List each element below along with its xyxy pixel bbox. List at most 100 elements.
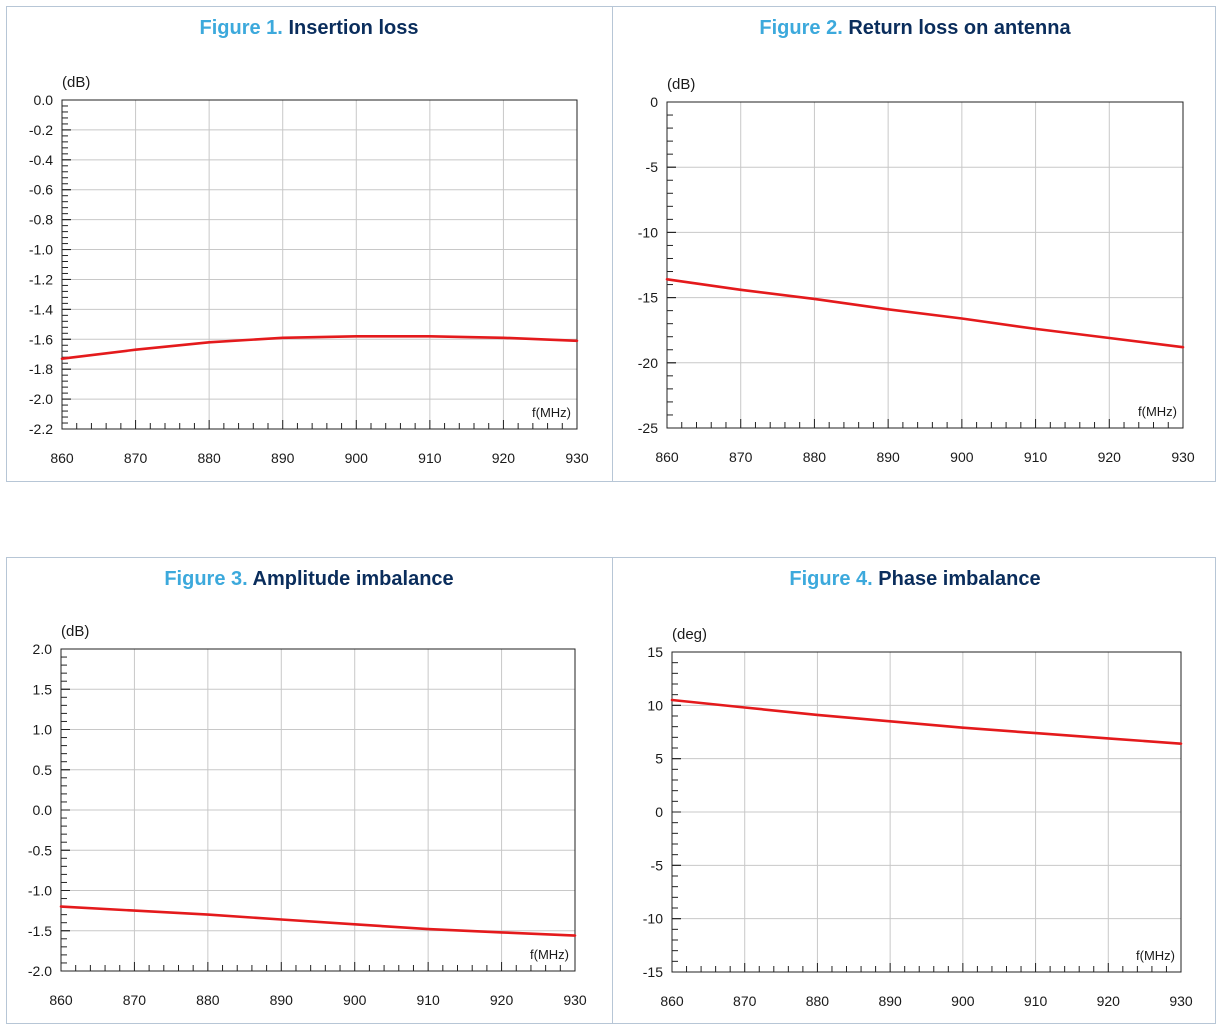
figure-1-plot-frame	[61, 99, 578, 430]
figure-1-y-tick-label: -2.2	[29, 421, 53, 437]
top-figure-row: Figure 1. Insertion loss 860 870 880 890 900…	[6, 6, 1216, 482]
figure-4-x-tick-label: 920	[1097, 993, 1121, 1009]
figure-3-panel: Figure 3. Amplitude imbalance 860 870 880 8…	[7, 558, 611, 1023]
figure-2-x-tick-label: 870	[729, 449, 753, 465]
figure-3-chart: 860 870 880 890 900 910 920 930 2.0 1.5 1.0 0.5 0.0 -…	[28, 623, 587, 1008]
figure-2-x-tick-label: 890	[876, 449, 900, 465]
figure-4-x-tick-label: 900	[951, 993, 975, 1009]
figure-2-panel: Figure 2. Return loss on antenna 860 870 8…	[613, 7, 1217, 481]
figure-3-x-tick-label: 920	[490, 992, 514, 1008]
figure-1-y-tick-label: -0.6	[29, 182, 53, 198]
figure-1-y-tick-label: -1.0	[29, 242, 53, 258]
figure-2-series-line	[665, 277, 1185, 349]
figure-4-y-tick-label: 5	[655, 751, 663, 767]
figure-1-name: Insertion loss	[288, 17, 419, 39]
figure-3-title: Figure 3. Amplitude imbalance	[7, 568, 611, 591]
figure-4-title: Figure 4. Phase imbalance	[613, 568, 1217, 591]
figure-3-x-tick-label: 860	[49, 992, 73, 1008]
figure-4-y-tick-label: 10	[647, 697, 663, 713]
figure-3-y-tick-label: -1.0	[28, 883, 52, 899]
figure-1-x-tick-label: 930	[565, 450, 589, 466]
figure-2-y-axis-label: (dB)	[667, 76, 695, 93]
figure-2-x-tick-label: 900	[950, 449, 974, 465]
figure-4-y-tick-label: 0	[655, 804, 663, 820]
figure-3-y-tick-label: 2.0	[33, 641, 53, 657]
figure-1-x-tick-label: 870	[124, 450, 148, 466]
figure-2-x-tick-label: 910	[1024, 449, 1048, 465]
figure-1-y-tick-label: -0.8	[29, 212, 53, 228]
figure-2-y-tick-label: -10	[638, 224, 658, 240]
figure-3-y-tick-label: 0.5	[33, 762, 53, 778]
figure-1-x-tick-label: 880	[197, 450, 221, 466]
figure-3-y-tick-label: 0.0	[33, 802, 53, 818]
top-panel-divider	[612, 7, 613, 481]
figure-3-y-tick-label: -2.0	[28, 963, 52, 979]
figure-4-x-axis-label: f(MHz)	[1136, 948, 1175, 963]
figure-3-x-tick-label: 900	[343, 992, 367, 1008]
bottom-figure-row: Figure 3. Amplitude imbalance 860 870 880 8…	[6, 557, 1216, 1024]
figure-3-y-tick-label: -1.5	[28, 923, 52, 939]
figure-2-x-tick-label: 920	[1098, 449, 1122, 465]
figure-4-y-tick-label: -15	[643, 964, 663, 980]
figure-3-y-tick-label: 1.0	[33, 722, 53, 738]
figure-2-title: Figure 2. Return loss on antenna	[613, 17, 1217, 40]
figure-1-series-line	[60, 334, 579, 361]
figure-3-y-axis-label: (dB)	[61, 623, 89, 640]
figure-2-plot-frame	[666, 101, 1184, 429]
figure-2-x-tick-label: 930	[1171, 449, 1195, 465]
figure-2-chart: 860 870 880 890 900 910 920 930 0 -5 -10 -15 -20 -25 (…	[638, 76, 1195, 465]
figure-3-series-line	[59, 905, 577, 937]
figure-4-y-tick-label: 15	[647, 644, 663, 660]
figure-4-y-tick-label: -10	[643, 911, 663, 927]
figure-2-y-tick-label: -20	[638, 355, 658, 371]
figure-4-x-tick-label: 880	[806, 993, 830, 1009]
figure-2-x-tick-label: 860	[655, 449, 679, 465]
figure-4-name: Phase imbalance	[878, 568, 1041, 590]
figure-1-number: Figure 1.	[199, 17, 283, 39]
figure-4-y-axis-label: (deg)	[672, 626, 707, 643]
figure-3-y-tick-label: -0.5	[28, 842, 52, 858]
figure-2-y-tick-label: -15	[638, 290, 658, 306]
figure-1-y-tick-label: 0.0	[34, 92, 54, 108]
figure-1-y-tick-label: -0.4	[29, 152, 53, 168]
figure-3-x-tick-label: 910	[416, 992, 440, 1008]
figure-3-name: Amplitude imbalance	[252, 568, 454, 590]
figure-4-series-line	[670, 698, 1183, 745]
figure-1-x-tick-label: 910	[418, 450, 442, 466]
figure-1-y-tick-label: -1.6	[29, 331, 53, 347]
figure-1-y-tick-label: -1.8	[29, 361, 53, 377]
figure-1-panel: Figure 1. Insertion loss 860 870 880 890 900…	[7, 7, 611, 481]
figure-2-x-axis-label: f(MHz)	[1138, 404, 1177, 419]
figure-4-chart: 860 870 880 890 900 910 920 930 15 10 5 0 -5 -10 -15 (d…	[643, 626, 1193, 1009]
figure-4-x-tick-label: 860	[660, 993, 684, 1009]
bottom-panel-divider	[612, 558, 613, 1023]
figure-3-x-tick-label: 880	[196, 992, 220, 1008]
figure-4-number: Figure 4.	[789, 568, 873, 590]
figure-4-x-tick-label: 930	[1169, 993, 1193, 1009]
figure-2-y-tick-label: -25	[638, 420, 658, 436]
figure-4-x-tick-label: 870	[733, 993, 757, 1009]
figure-2-y-tick-label: -5	[646, 159, 659, 175]
figure-1-x-tick-label: 900	[345, 450, 369, 466]
figure-4-panel: Figure 4. Phase imbalance 860 870 880 890 90…	[613, 558, 1217, 1023]
figure-1-x-tick-label: 860	[50, 450, 74, 466]
figure-3-x-axis-label: f(MHz)	[530, 947, 569, 962]
figure-1-x-axis-label: f(MHz)	[532, 405, 571, 420]
figure-3-number: Figure 3.	[164, 568, 248, 590]
figure-4-x-tick-label: 890	[878, 993, 902, 1009]
figure-2-number: Figure 2.	[759, 17, 843, 39]
figure-4-y-tick-label: -5	[651, 857, 664, 873]
figure-1-x-tick-label: 920	[492, 450, 516, 466]
figure-1-chart: 860 870 880 890 900 910 920 930 0.0 -0.2 -0.4 -0.6 -…	[29, 74, 589, 466]
figure-1-title: Figure 1. Insertion loss	[7, 17, 611, 40]
figure-4-x-tick-label: 910	[1024, 993, 1048, 1009]
figure-3-y-tick-label: 1.5	[33, 681, 53, 697]
figure-3-x-tick-label: 890	[270, 992, 294, 1008]
figure-1-y-tick-label: -2.0	[29, 391, 53, 407]
figure-3-x-tick-label: 870	[123, 992, 147, 1008]
figure-1-x-tick-label: 890	[271, 450, 295, 466]
figure-2-y-tick-label: 0	[650, 94, 658, 110]
figure-1-y-tick-label: -0.2	[29, 122, 53, 138]
figure-1-y-tick-label: -1.2	[29, 271, 53, 287]
figure-3-x-tick-label: 930	[563, 992, 587, 1008]
